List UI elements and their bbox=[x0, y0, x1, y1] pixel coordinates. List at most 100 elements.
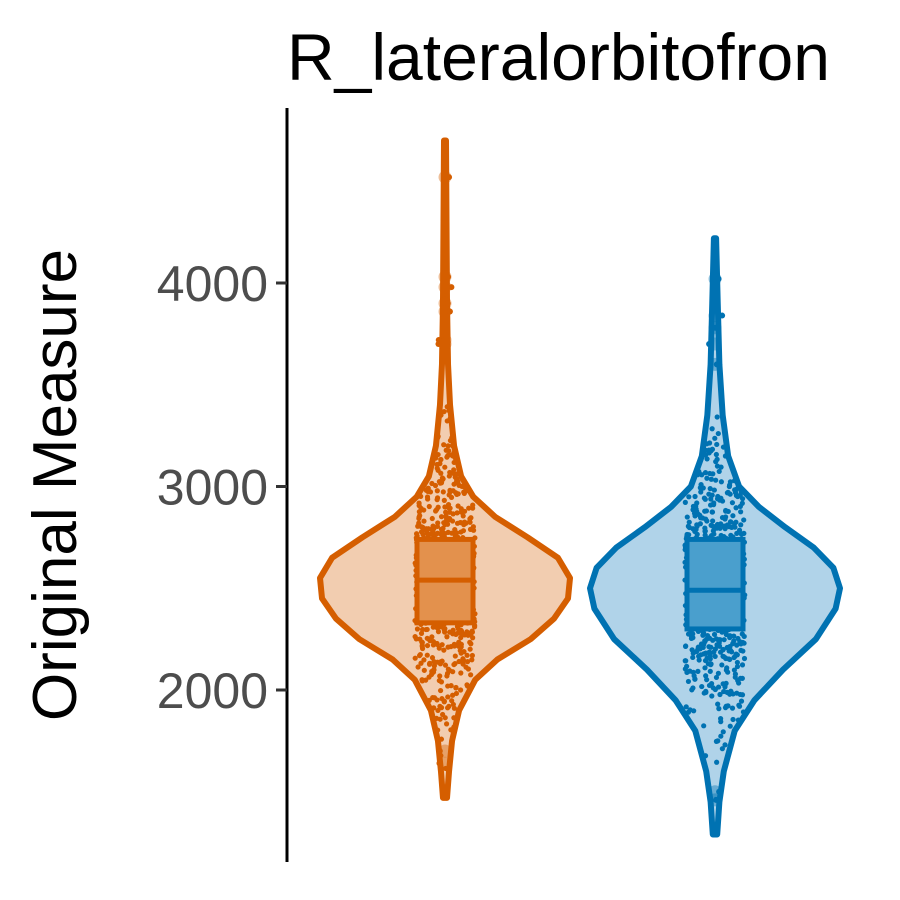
data-point bbox=[740, 709, 747, 715]
data-point bbox=[424, 527, 430, 534]
data-point bbox=[419, 642, 425, 648]
outlier-point bbox=[708, 321, 722, 335]
data-point bbox=[708, 496, 714, 502]
data-point bbox=[412, 634, 418, 640]
data-point bbox=[445, 443, 451, 449]
data-point bbox=[706, 649, 712, 655]
data-point bbox=[713, 738, 720, 744]
data-point bbox=[708, 476, 714, 482]
data-point bbox=[416, 520, 422, 526]
data-point bbox=[723, 655, 729, 662]
data-point bbox=[709, 426, 715, 432]
data-point bbox=[715, 430, 721, 437]
data-point bbox=[421, 507, 427, 513]
data-point bbox=[417, 636, 423, 642]
data-point bbox=[426, 697, 432, 703]
data-point bbox=[690, 669, 696, 675]
data-point bbox=[433, 507, 440, 513]
data-point bbox=[445, 529, 451, 535]
data-point bbox=[414, 626, 421, 632]
data-point bbox=[466, 505, 472, 511]
data-point bbox=[443, 513, 449, 519]
data-point bbox=[455, 503, 461, 509]
data-point bbox=[711, 649, 717, 655]
data-point bbox=[715, 701, 721, 707]
data-point bbox=[469, 652, 475, 659]
data-point bbox=[463, 488, 469, 494]
data-point bbox=[738, 522, 744, 528]
data-point bbox=[444, 404, 450, 410]
data-point bbox=[727, 656, 733, 663]
data-point bbox=[429, 634, 435, 640]
data-point bbox=[702, 753, 709, 759]
data-point bbox=[458, 644, 464, 650]
data-point bbox=[436, 748, 443, 755]
data-point bbox=[722, 526, 728, 532]
data-point bbox=[686, 519, 692, 525]
data-point bbox=[731, 667, 737, 673]
data-point bbox=[689, 687, 695, 693]
data-point bbox=[442, 662, 449, 668]
data-point bbox=[721, 637, 727, 643]
data-point bbox=[446, 308, 453, 315]
data-point bbox=[468, 672, 474, 678]
data-point bbox=[741, 633, 747, 640]
data-point bbox=[439, 531, 445, 537]
data-point bbox=[447, 489, 453, 495]
data-point bbox=[690, 631, 696, 637]
data-point bbox=[734, 486, 740, 492]
data-point bbox=[738, 647, 744, 653]
data-point bbox=[445, 705, 451, 711]
data-point bbox=[704, 632, 711, 639]
data-point bbox=[444, 418, 450, 424]
data-point bbox=[441, 647, 447, 653]
data-point bbox=[444, 300, 451, 307]
data-point bbox=[724, 644, 730, 651]
outlier-point bbox=[438, 270, 452, 284]
data-point bbox=[451, 715, 457, 721]
outlier-point bbox=[438, 304, 452, 318]
data-point bbox=[435, 727, 441, 733]
data-point bbox=[423, 626, 429, 633]
data-point bbox=[436, 677, 442, 684]
data-point bbox=[418, 630, 425, 636]
outlier-point bbox=[438, 170, 452, 184]
data-point bbox=[418, 524, 425, 530]
data-point bbox=[733, 519, 739, 525]
data-point bbox=[698, 489, 704, 495]
data-point bbox=[712, 653, 718, 660]
data-point bbox=[715, 684, 722, 690]
data-point bbox=[467, 646, 473, 652]
data-point bbox=[446, 408, 452, 414]
data-point bbox=[737, 638, 743, 645]
data-point bbox=[714, 496, 721, 502]
data-point bbox=[725, 508, 731, 515]
data-point bbox=[439, 642, 445, 648]
data-point bbox=[683, 643, 689, 649]
data-point bbox=[725, 490, 731, 496]
data-point bbox=[714, 414, 720, 420]
data-point bbox=[734, 663, 741, 670]
data-point bbox=[733, 492, 740, 499]
data-point bbox=[731, 478, 738, 484]
data-point bbox=[451, 467, 457, 473]
y-axis-label: Original Measure bbox=[21, 249, 90, 721]
data-point bbox=[735, 717, 741, 723]
data-point bbox=[424, 652, 430, 658]
data-point bbox=[690, 654, 696, 661]
data-point bbox=[445, 694, 451, 700]
data-point bbox=[464, 659, 471, 665]
data-point bbox=[443, 509, 449, 515]
data-point bbox=[716, 468, 722, 475]
data-point bbox=[435, 451, 441, 458]
data-point bbox=[464, 683, 471, 689]
data-point bbox=[686, 532, 692, 538]
data-point bbox=[741, 655, 748, 662]
data-point bbox=[458, 628, 465, 635]
data-point bbox=[689, 647, 695, 653]
data-point bbox=[720, 681, 726, 687]
data-point bbox=[718, 733, 724, 739]
data-point bbox=[435, 707, 441, 714]
data-point bbox=[738, 698, 745, 704]
data-point bbox=[718, 532, 724, 539]
